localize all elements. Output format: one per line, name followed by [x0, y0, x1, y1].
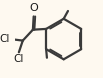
Text: Cl: Cl [13, 54, 24, 64]
Text: O: O [29, 3, 38, 13]
Text: Cl: Cl [0, 34, 10, 44]
